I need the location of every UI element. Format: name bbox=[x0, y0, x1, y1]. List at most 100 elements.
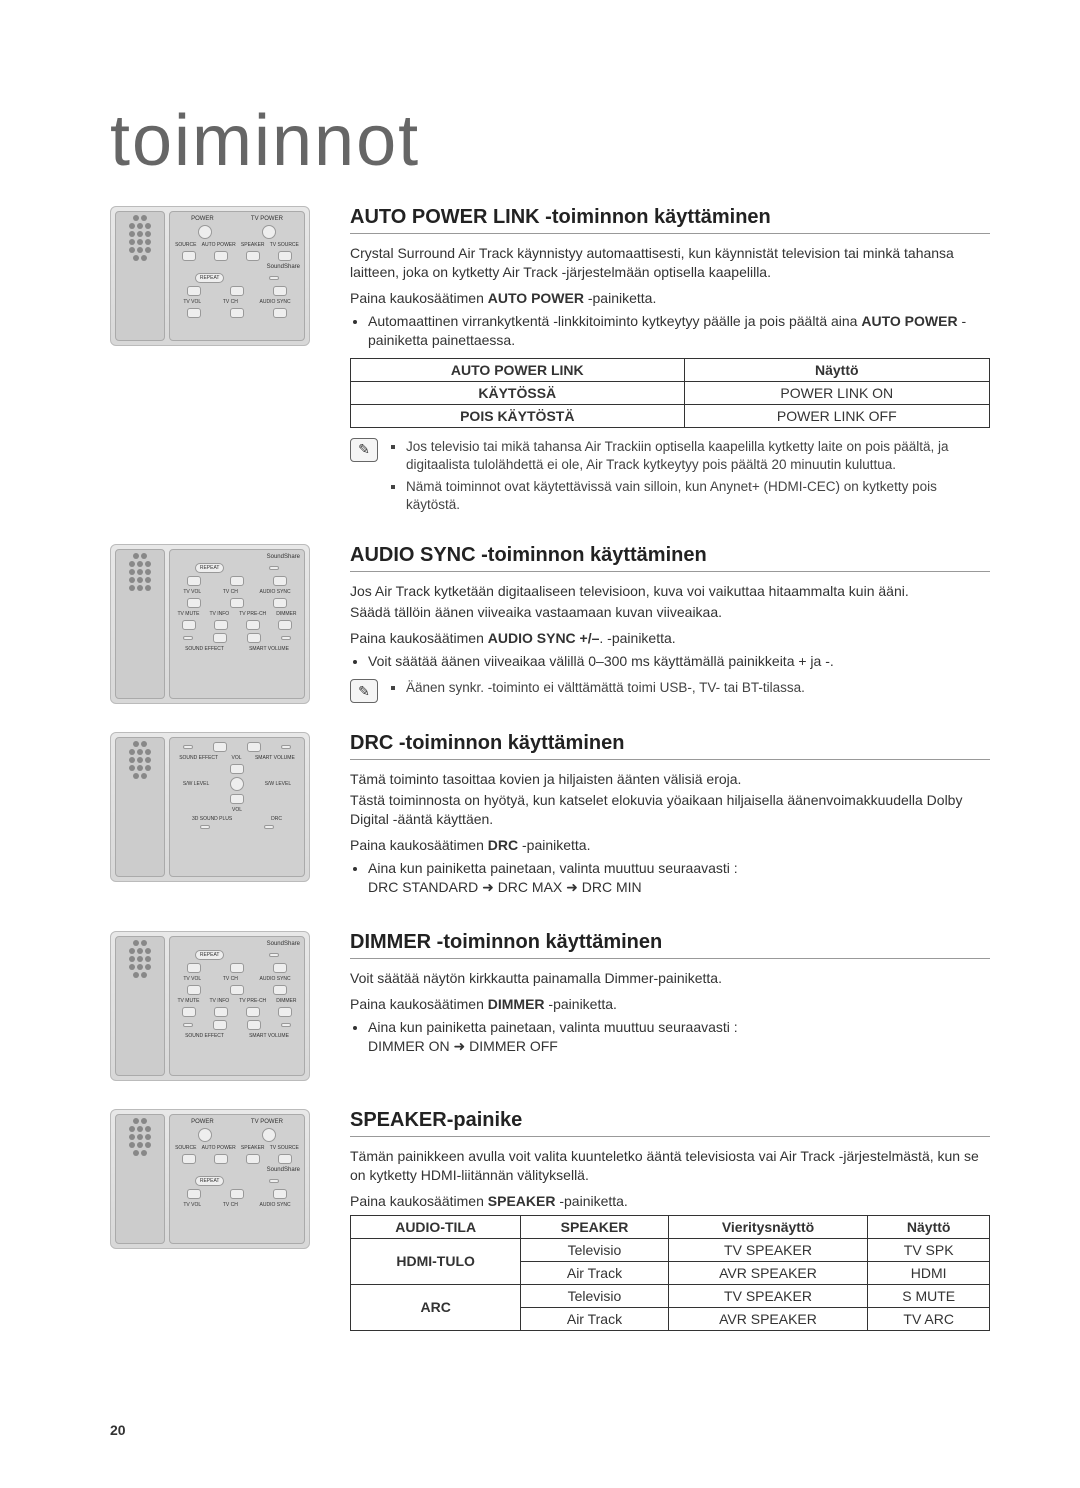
cell-r1-scroll: AVR SPEAKER bbox=[668, 1261, 868, 1284]
label-smart-volume: SMART VOLUME bbox=[249, 1033, 289, 1039]
label-tv-info: TV INFO bbox=[209, 998, 229, 1004]
tv-power-icon bbox=[262, 225, 276, 239]
cell-off-value: POWER LINK OFF bbox=[684, 404, 989, 427]
label-tv-vol: TV VOL bbox=[183, 299, 201, 305]
label-tv-info: TV INFO bbox=[209, 611, 229, 617]
page-title: toiminnot bbox=[110, 100, 990, 182]
heading-speaker: SPEAKER-painike bbox=[350, 1109, 990, 1137]
label-soundshare: SoundShare bbox=[267, 1167, 300, 1173]
label-3d-sound: 3D SOUND PLUS bbox=[192, 816, 232, 822]
power-icon bbox=[198, 225, 212, 239]
th-scroll: Vieritysnäyttö bbox=[668, 1215, 868, 1238]
heading-drc: DRC -toiminnon käyttäminen bbox=[350, 732, 990, 760]
drc-bullet: Aina kun painiketta painetaan, valinta m… bbox=[368, 859, 990, 897]
note-icon: ✎ bbox=[350, 438, 378, 462]
label-tv-vol: TV VOL bbox=[183, 976, 201, 982]
label-smart-volume: SMART VOLUME bbox=[255, 755, 295, 761]
heading-audio-sync: AUDIO SYNC -toiminnon käyttäminen bbox=[350, 544, 990, 572]
auto-power-note-2: Nämä toiminnot ovat käytettävissä vain s… bbox=[406, 478, 990, 514]
cell-r0-speaker: Televisio bbox=[521, 1238, 668, 1261]
label-sound-effect: SOUND EFFECT bbox=[185, 646, 224, 652]
label-speaker: SPEAKER bbox=[241, 242, 265, 248]
label-smart-volume: SMART VOLUME bbox=[249, 646, 289, 652]
label-source: SOURCE bbox=[175, 1145, 196, 1151]
label-repeat: REPEAT bbox=[195, 563, 225, 573]
heading-dimmer: DIMMER -toiminnon käyttäminen bbox=[350, 931, 990, 959]
cell-r3-scroll: AVR SPEAKER bbox=[668, 1307, 868, 1330]
cell-off-label: POIS KÄYTÖSTÄ bbox=[351, 404, 685, 427]
label-tv-ch: TV CH bbox=[223, 976, 238, 982]
label-sw-level: S/W LEVEL bbox=[183, 781, 209, 787]
label-sound-effect: SOUND EFFECT bbox=[185, 1033, 224, 1039]
auto-power-bullet: Automaattinen virrankytkentä -linkkitoim… bbox=[368, 312, 990, 350]
th-display: Näyttö bbox=[684, 358, 989, 381]
label-audio-sync: AUDIO SYNC bbox=[260, 299, 291, 305]
label-soundshare: SoundShare bbox=[267, 264, 300, 270]
label-auto-power: AUTO POWER bbox=[202, 242, 236, 248]
audio-sync-note: Äänen synkr. -toiminto ei välttämättä to… bbox=[406, 679, 805, 697]
label-audio-sync: AUDIO SYNC bbox=[260, 589, 291, 595]
label-sound-effect: SOUND EFFECT bbox=[179, 755, 218, 761]
auto-power-note-1: Jos televisio tai mikä tahansa Air Track… bbox=[406, 438, 990, 474]
label-audio-sync: AUDIO SYNC bbox=[260, 1202, 291, 1208]
label-speaker: SPEAKER bbox=[241, 1145, 265, 1151]
power-icon bbox=[198, 1128, 212, 1142]
label-soundshare: SoundShare bbox=[267, 941, 300, 947]
label-tv-pre-ch: TV PRE-CH bbox=[239, 611, 266, 617]
label-drc: DRC bbox=[271, 816, 282, 822]
remote-diagram-auto-power: POWERTV POWER SOURCEAUTO POWERSPEAKERTV … bbox=[110, 206, 310, 346]
note-icon: ✎ bbox=[350, 679, 378, 703]
cell-r1-speaker: Air Track bbox=[521, 1261, 668, 1284]
label-repeat: REPEAT bbox=[195, 1176, 225, 1186]
cell-r2-speaker: Televisio bbox=[521, 1284, 668, 1307]
cell-r0-display: TV SPK bbox=[868, 1238, 990, 1261]
label-tv-ch: TV CH bbox=[223, 589, 238, 595]
label-vol-b: VOL bbox=[232, 807, 242, 813]
label-vol: VOL bbox=[232, 755, 242, 761]
label-tv-power: TV POWER bbox=[251, 1119, 283, 1125]
section-dimmer: SoundShare REPEAT TV VOLTV CHAUDIO SYNC … bbox=[110, 931, 990, 1109]
label-repeat: REPEAT bbox=[195, 273, 225, 283]
cell-arc: ARC bbox=[351, 1284, 521, 1330]
label-dimmer: DIMMER bbox=[276, 998, 296, 1004]
label-tv-mute: TV MUTE bbox=[178, 998, 200, 1004]
th-display: Näyttö bbox=[868, 1215, 990, 1238]
mute-icon bbox=[230, 777, 244, 791]
audio-sync-p1: Jos Air Track kytketään digitaaliseen te… bbox=[350, 582, 990, 601]
tv-power-icon bbox=[262, 1128, 276, 1142]
section-audio-sync: SoundShare REPEAT TV VOL TV CH AUDIO SYNC … bbox=[110, 544, 990, 732]
cell-r0-scroll: TV SPEAKER bbox=[668, 1238, 868, 1261]
speaker-instr: Paina kaukosäätimen SPEAKER -painiketta. bbox=[350, 1193, 990, 1209]
audio-sync-p2: Säädä tällöin äänen viiveaika vastaamaan… bbox=[350, 603, 990, 622]
label-repeat: REPEAT bbox=[195, 950, 225, 960]
label-soundshare: SoundShare bbox=[267, 554, 300, 560]
section-drc: SOUND EFFECTVOLSMART VOLUME S/W LEVELS/W… bbox=[110, 732, 990, 930]
th-speaker: SPEAKER bbox=[521, 1215, 668, 1238]
speaker-table: AUDIO-TILA SPEAKER Vieritysnäyttö Näyttö… bbox=[350, 1215, 990, 1331]
label-tv-ch: TV CH bbox=[223, 299, 238, 305]
label-tv-mute: TV MUTE bbox=[178, 611, 200, 617]
label-dimmer: DIMMER bbox=[276, 611, 296, 617]
dimmer-p1: Voit säätää näytön kirkkautta painamalla… bbox=[350, 969, 990, 988]
cell-hdmi-tulo: HDMI-TULO bbox=[351, 1238, 521, 1284]
audio-sync-instr: Paina kaukosäätimen AUDIO SYNC +/–. -pai… bbox=[350, 630, 990, 646]
cell-r2-display: S MUTE bbox=[868, 1284, 990, 1307]
page-number: 20 bbox=[110, 1422, 126, 1438]
cell-r3-speaker: Air Track bbox=[521, 1307, 668, 1330]
cell-r2-scroll: TV SPEAKER bbox=[668, 1284, 868, 1307]
label-audio-sync: AUDIO SYNC bbox=[260, 976, 291, 982]
th-audio-mode: AUDIO-TILA bbox=[351, 1215, 521, 1238]
heading-auto-power: AUTO POWER LINK -toiminnon käyttäminen bbox=[350, 206, 990, 234]
label-tv-source: TV SOURCE bbox=[270, 1145, 299, 1151]
drc-p1: Tämä toiminto tasoittaa kovien ja hiljai… bbox=[350, 770, 990, 789]
label-power: POWER bbox=[191, 216, 214, 222]
section-auto-power: POWERTV POWER SOURCEAUTO POWERSPEAKERTV … bbox=[110, 206, 990, 544]
drc-instr: Paina kaukosäätimen DRC -painiketta. bbox=[350, 837, 990, 853]
remote-diagram-dimmer: SoundShare REPEAT TV VOLTV CHAUDIO SYNC … bbox=[110, 931, 310, 1081]
dimmer-instr: Paina kaukosäätimen DIMMER -painiketta. bbox=[350, 996, 990, 1012]
label-power: POWER bbox=[191, 1119, 214, 1125]
label-tv-source: TV SOURCE bbox=[270, 242, 299, 248]
label-tv-vol: TV VOL bbox=[183, 589, 201, 595]
dimmer-bullet: Aina kun painiketta painetaan, valinta m… bbox=[368, 1018, 990, 1056]
auto-power-intro: Crystal Surround Air Track käynnistyy au… bbox=[350, 244, 990, 282]
